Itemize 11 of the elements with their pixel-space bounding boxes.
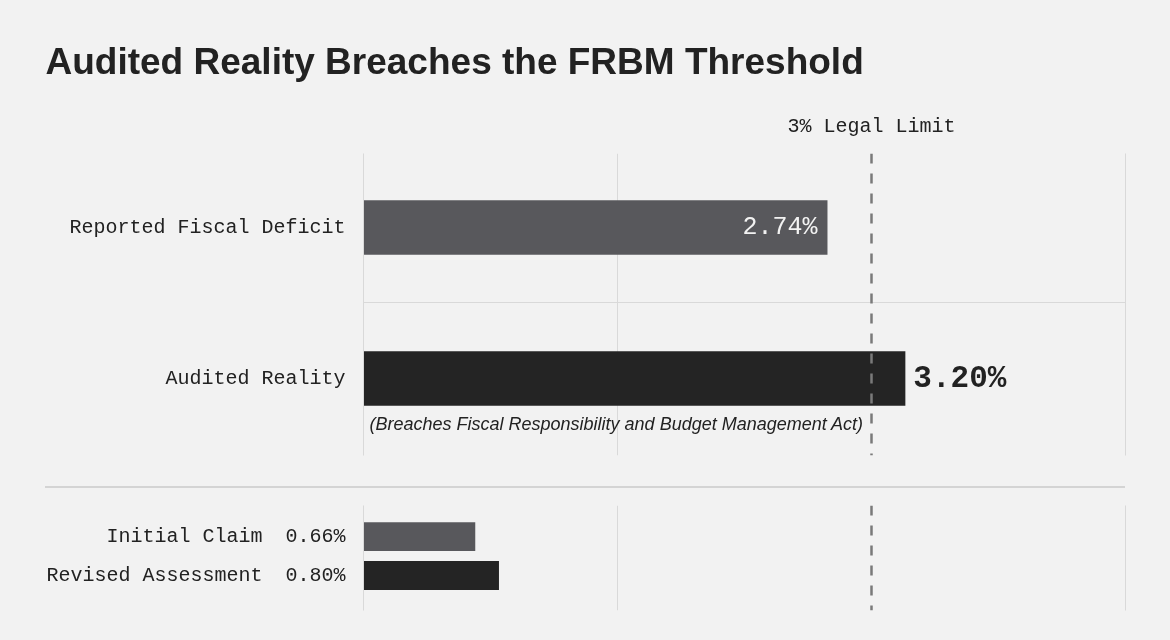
data-label: 2.74% bbox=[742, 212, 819, 242]
y-tick-label: Audited Reality bbox=[165, 366, 346, 390]
y-tick-label: Initial Claim bbox=[106, 525, 263, 549]
y-tick-label: Revised Assessment bbox=[46, 564, 263, 587]
data-label: 0.80% bbox=[285, 564, 347, 587]
chart-title: Audited Reality Breaches the FRBM Threshold bbox=[45, 40, 864, 82]
data-label: 3.20% bbox=[913, 360, 1007, 396]
annotation: (Breaches Fiscal Responsibility and Budget Management Act) bbox=[369, 413, 864, 434]
ref-line-label: 3% Legal Limit bbox=[787, 114, 956, 138]
y-tick-label: Reported Fiscal Deficit bbox=[69, 215, 346, 239]
data-label: 0.66% bbox=[285, 525, 347, 549]
